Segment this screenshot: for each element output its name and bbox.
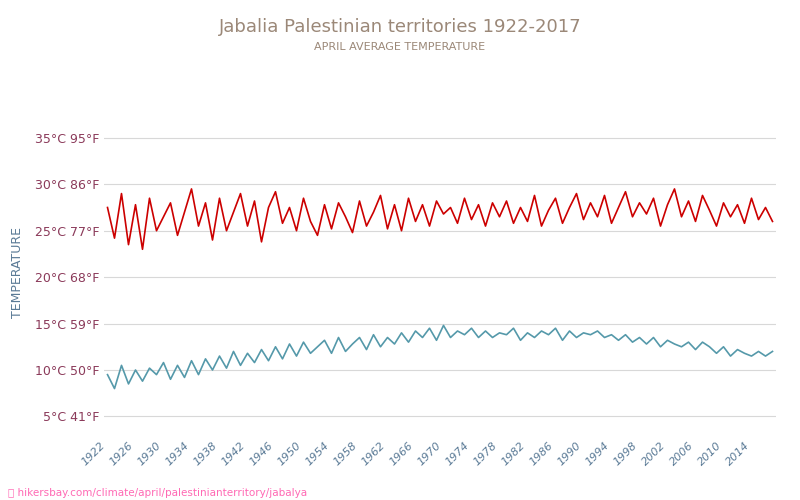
Text: 📍 hikersbay.com/climate/april/palestinianterritory/jabalya: 📍 hikersbay.com/climate/april/palestinia… [8,488,307,498]
Text: APRIL AVERAGE TEMPERATURE: APRIL AVERAGE TEMPERATURE [314,42,486,52]
Y-axis label: TEMPERATURE: TEMPERATURE [10,227,23,318]
Text: Jabalia Palestinian territories 1922-2017: Jabalia Palestinian territories 1922-201… [218,18,582,36]
